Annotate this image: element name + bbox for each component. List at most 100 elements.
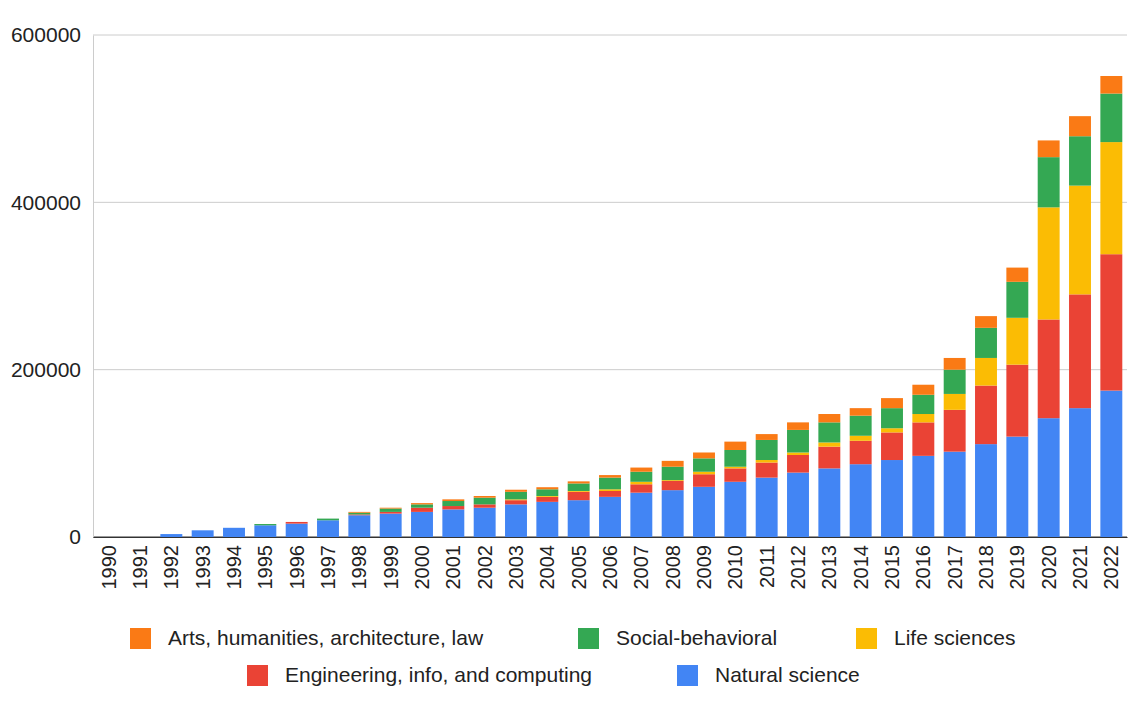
bar xyxy=(254,525,276,526)
x-tick-label: 1999 xyxy=(380,545,402,590)
x-tick: 2011 xyxy=(756,537,778,588)
bar xyxy=(254,524,276,525)
x-tick: 2008 xyxy=(662,537,684,590)
bar-series xyxy=(348,76,1122,513)
bar xyxy=(536,497,558,502)
bar-series xyxy=(254,94,1122,526)
bars xyxy=(160,76,1122,537)
legend-label: Arts, humanities, architecture, law xyxy=(168,626,484,649)
x-tick-label: 1992 xyxy=(160,545,182,590)
bar xyxy=(787,430,809,453)
bar xyxy=(568,500,590,537)
bar xyxy=(286,521,308,522)
x-tick-label: 2016 xyxy=(912,545,934,590)
bar xyxy=(630,468,652,472)
y-tick-label: 200000 xyxy=(11,358,81,381)
bar xyxy=(724,467,746,469)
bar xyxy=(944,452,966,537)
bar xyxy=(850,408,872,416)
bar xyxy=(850,441,872,464)
x-tick: 2014 xyxy=(850,537,872,590)
x-tick: 2012 xyxy=(787,537,809,590)
x-tick-label: 2019 xyxy=(1006,545,1028,590)
bar xyxy=(818,442,840,446)
bar xyxy=(975,444,997,537)
x-axis: 1990199119921993199419951996199719981999… xyxy=(94,537,1128,590)
x-tick: 2017 xyxy=(944,537,966,590)
bar xyxy=(505,490,527,492)
x-tick: 2016 xyxy=(912,537,934,590)
x-tick-label: 2018 xyxy=(975,545,997,590)
bar xyxy=(787,455,809,473)
bar xyxy=(912,385,934,395)
bar xyxy=(98,537,120,538)
bar xyxy=(129,537,151,538)
bar xyxy=(223,527,245,528)
bar xyxy=(787,422,809,430)
bar xyxy=(1100,254,1122,390)
bar xyxy=(975,386,997,445)
x-tick-label: 2020 xyxy=(1038,545,1060,590)
y-tick: 400000 xyxy=(11,191,93,214)
bar xyxy=(223,527,245,528)
bar xyxy=(380,507,402,509)
y-tick-label: 400000 xyxy=(11,191,81,214)
bar xyxy=(223,527,245,528)
bar xyxy=(599,475,621,478)
x-tick: 2022 xyxy=(1100,537,1122,590)
legend-swatch xyxy=(130,628,151,649)
bar xyxy=(881,398,903,408)
legend: Arts, humanities, architecture, law Socia… xyxy=(130,626,1015,686)
bar xyxy=(536,489,558,496)
x-tick: 2015 xyxy=(881,537,903,590)
x-tick-label: 2017 xyxy=(944,545,966,590)
legend-swatch xyxy=(856,628,877,649)
bar xyxy=(630,472,652,482)
bar xyxy=(98,537,120,538)
x-tick-label: 2000 xyxy=(411,545,433,590)
bar xyxy=(756,440,778,460)
bar xyxy=(98,537,120,538)
bar xyxy=(818,468,840,537)
bar xyxy=(411,503,433,504)
bar xyxy=(756,478,778,537)
bar xyxy=(693,472,715,475)
bar xyxy=(944,370,966,394)
bar xyxy=(317,520,339,537)
bar xyxy=(474,498,496,505)
bar xyxy=(348,511,370,513)
x-tick: 2004 xyxy=(536,537,558,590)
x-tick: 2000 xyxy=(411,537,433,590)
x-tick: 1996 xyxy=(286,537,308,590)
bar xyxy=(818,447,840,469)
x-tick-label: 2001 xyxy=(442,545,464,590)
x-tick-label: 2012 xyxy=(787,545,809,590)
bar xyxy=(442,501,464,506)
bar xyxy=(756,434,778,440)
x-tick-label: 1995 xyxy=(254,545,276,590)
bar xyxy=(1069,294,1091,408)
x-tick: 2003 xyxy=(505,537,527,590)
bar xyxy=(850,436,872,441)
bar xyxy=(881,408,903,428)
x-tick-label: 2011 xyxy=(756,545,778,588)
bar xyxy=(944,410,966,452)
bar xyxy=(411,504,433,507)
bar xyxy=(505,500,527,504)
x-tick: 1998 xyxy=(348,537,370,590)
bar xyxy=(1006,282,1028,318)
bar xyxy=(912,414,934,422)
bar xyxy=(1038,157,1060,207)
bar xyxy=(160,534,182,535)
bar xyxy=(160,534,182,535)
grid xyxy=(93,35,1127,537)
bar xyxy=(192,530,214,531)
x-tick-label: 2007 xyxy=(630,545,652,590)
legend-item: Social-behavioral xyxy=(578,626,777,649)
bar xyxy=(693,458,715,471)
bar xyxy=(975,316,997,328)
x-tick-label: 2013 xyxy=(818,545,840,590)
x-tick: 1990 xyxy=(98,537,120,590)
legend-swatch xyxy=(677,665,698,686)
bar xyxy=(630,484,652,492)
